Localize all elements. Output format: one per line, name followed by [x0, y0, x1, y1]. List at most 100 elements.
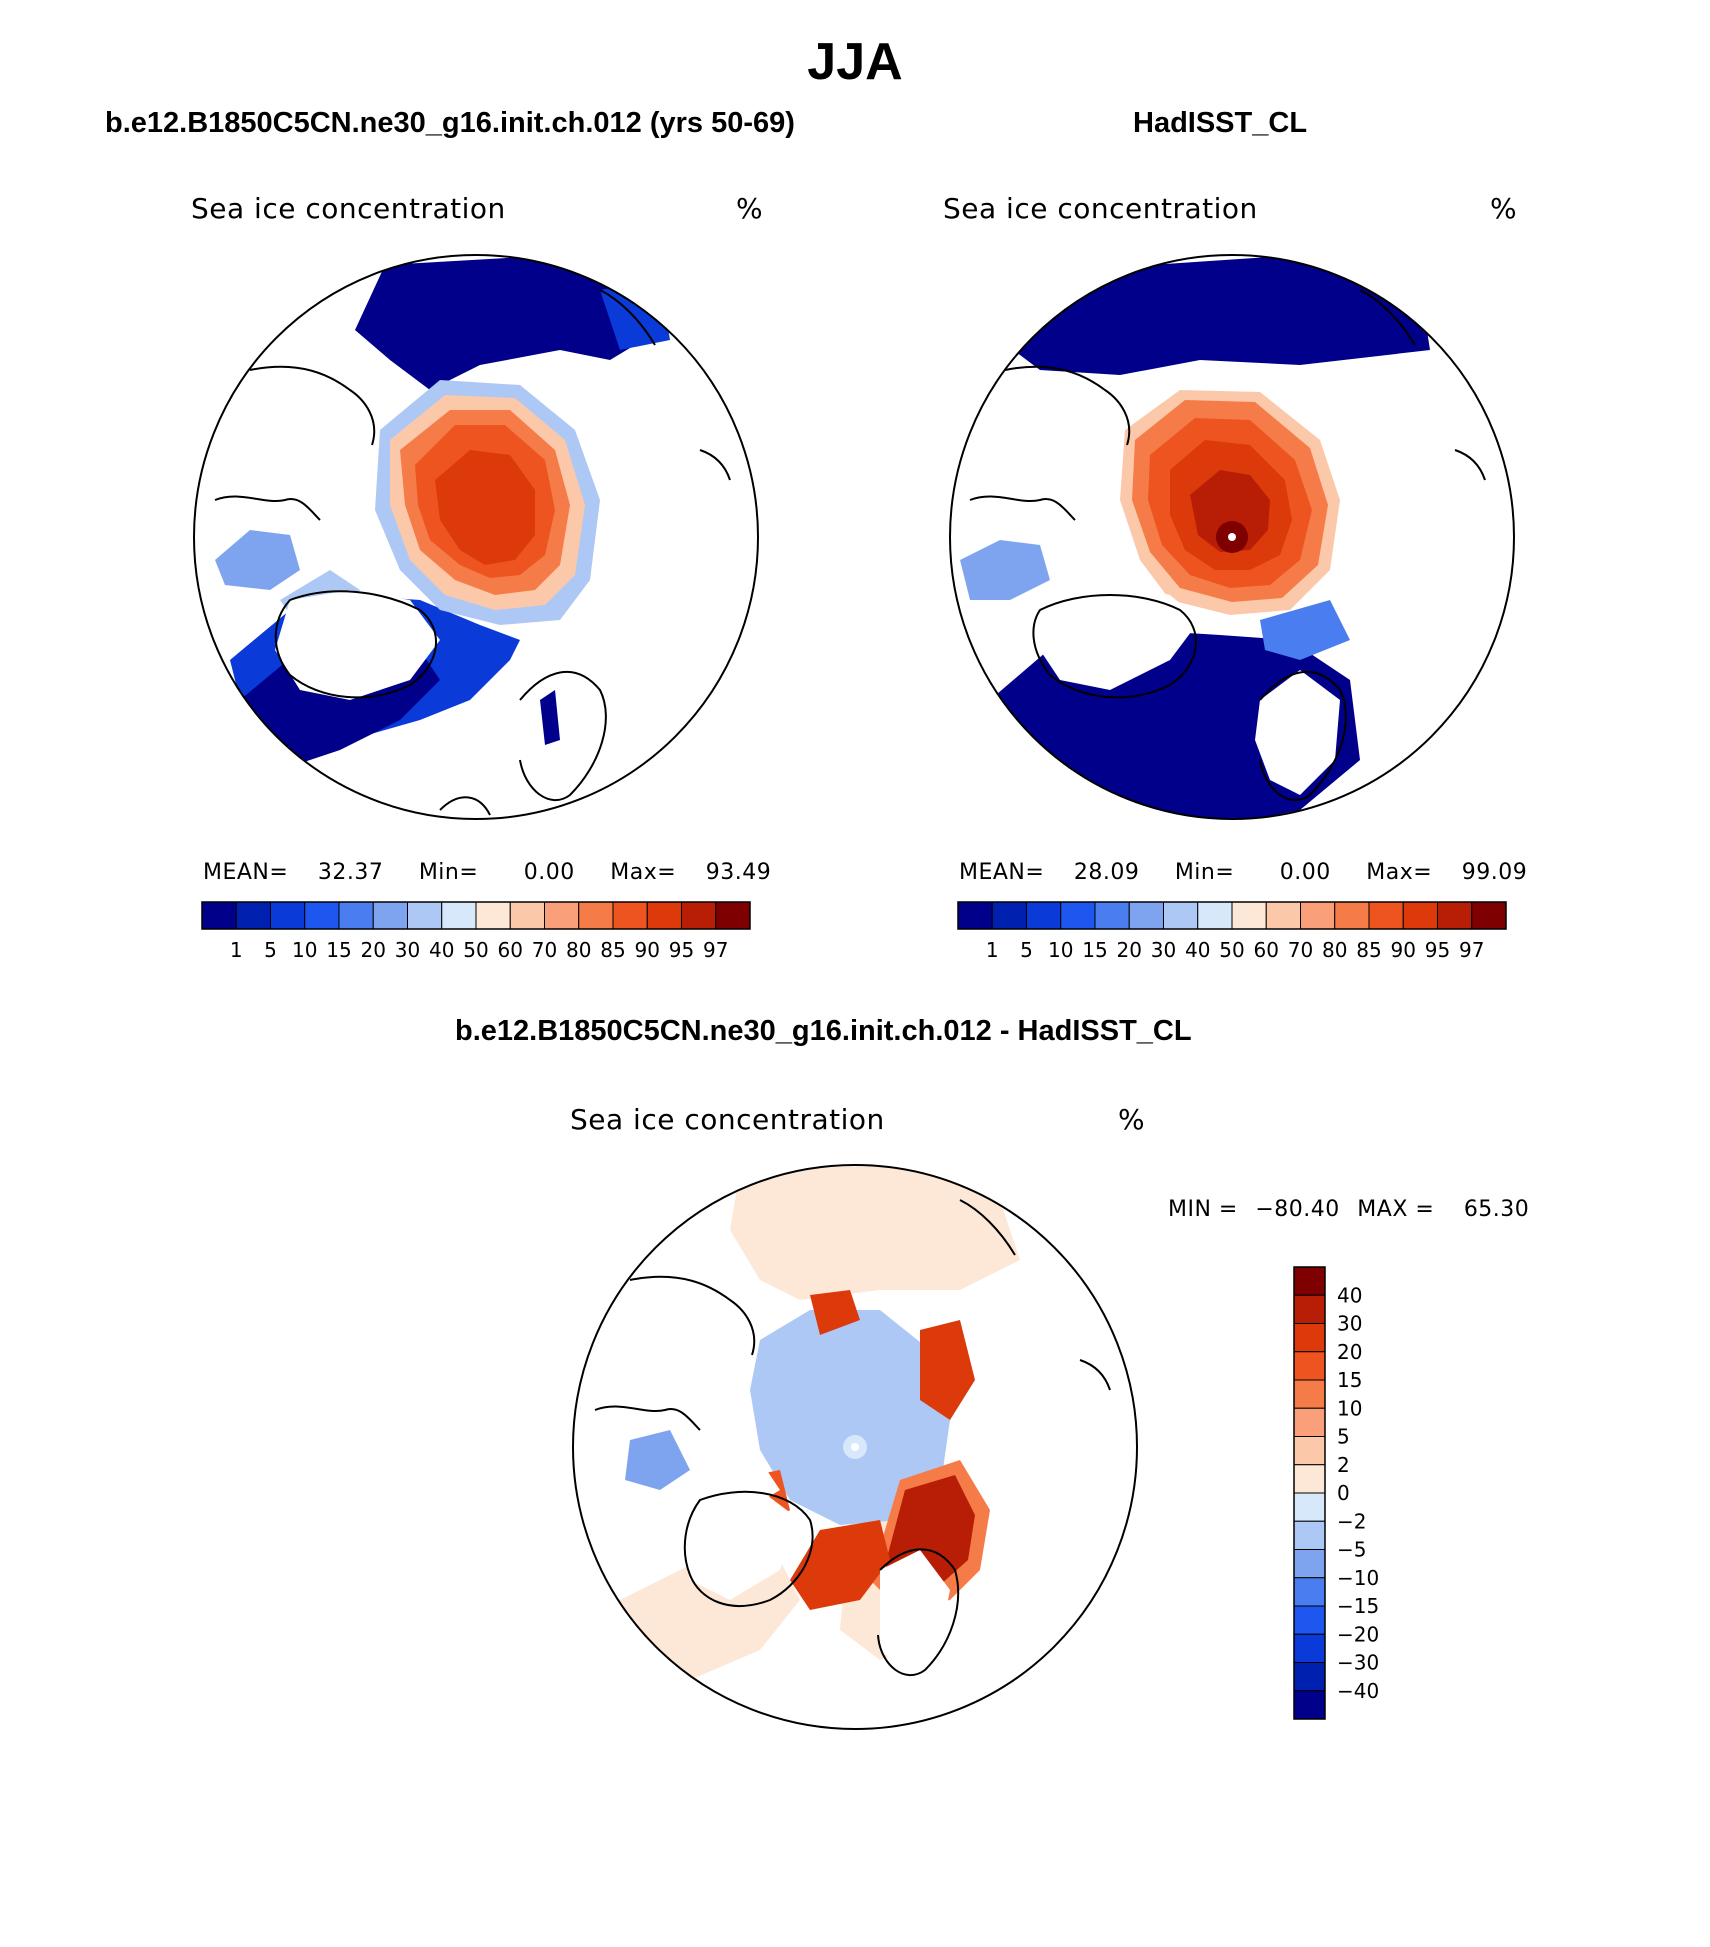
- model-colorbar-swatch: [715, 901, 751, 930]
- obs-colorbar-swatch: [1368, 901, 1404, 930]
- obs-min-value: 0.00: [1279, 860, 1331, 885]
- obs-colorbar-tick-label: 1: [986, 938, 999, 962]
- model-colorbar-tick-label: 80: [566, 938, 591, 962]
- obs-colorbar-swatch: [1402, 901, 1438, 930]
- diff-polar-map: [573, 1165, 1137, 1729]
- diff-colorbar-tick-label: 15: [1337, 1368, 1362, 1392]
- model-colorbar-swatch: [235, 901, 271, 930]
- obs-colorbar-swatch: [1060, 901, 1096, 930]
- obs-colorbar-frame: [957, 901, 1507, 930]
- obs-colorbar-tick-label: 90: [1391, 938, 1416, 962]
- diff-colorbar-tick-label: 40: [1337, 1283, 1362, 1307]
- obs-max-value: 99.09: [1461, 860, 1528, 885]
- model-colorbar-frame: [201, 901, 751, 930]
- diff-colorbar-tick-label: 30: [1337, 1312, 1362, 1336]
- model-colorbar-swatch: [441, 901, 477, 930]
- obs-colorbar-tick-label: 15: [1082, 938, 1107, 962]
- diff-units-label: %: [1118, 1103, 1146, 1136]
- model-colorbar-tick-label: 97: [703, 938, 728, 962]
- diff-colorbar-swatch: [1293, 1407, 1326, 1437]
- model-max-label: Max=: [610, 860, 677, 885]
- obs-colorbar: 1 5 10 15 20 30 40 50 60 70 80 85 90 95 97: [957, 901, 1507, 962]
- diff-colorbar-tick-label: 0: [1337, 1481, 1350, 1505]
- diff-colorbar-tick-label: −10: [1337, 1566, 1379, 1590]
- model-colorbar-tick-label: 15: [326, 938, 351, 962]
- diff-colorbar-tick-label: −2: [1337, 1509, 1366, 1533]
- diff-panel-title: b.e12.B1850C5CN.ne30_g16.init.ch.012 - H…: [455, 1015, 1192, 1047]
- diff-colorbar-swatch: [1293, 1577, 1326, 1607]
- obs-colorbar-swatch: [1265, 901, 1301, 930]
- diff-colorbar-swatch: [1293, 1323, 1326, 1353]
- model-colorbar-swatch: [475, 901, 511, 930]
- diff-colorbar-tick-label: 20: [1337, 1340, 1362, 1364]
- obs-colorbar-tick-label: 85: [1356, 938, 1381, 962]
- model-mean-value: 32.37: [317, 860, 384, 885]
- obs-colorbar-swatch: [1026, 901, 1062, 930]
- obs-colorbar-tick-label: 5: [1020, 938, 1033, 962]
- model-colorbar-swatch: [407, 901, 443, 930]
- diff-colorbar-swatch: [1293, 1605, 1326, 1635]
- diff-colorbar-tick-label: 10: [1337, 1396, 1362, 1420]
- model-colorbar: 1 5 10 15 20 30 40 50 60 70 80 85 90 95 97: [201, 901, 751, 962]
- model-mean-label: MEAN=: [203, 860, 289, 885]
- diff-colorbar-swatch: [1293, 1266, 1326, 1296]
- obs-stats: MEAN= 28.09 Min= 0.00 Max= 99.09: [959, 860, 1527, 885]
- model-colorbar-swatch: [578, 901, 614, 930]
- model-colorbar-tick-label: 70: [532, 938, 557, 962]
- diff-colorbar-tick-label: −15: [1337, 1594, 1379, 1618]
- obs-map-boundary: [949, 254, 1515, 820]
- obs-colorbar-tick-label: 50: [1219, 938, 1244, 962]
- obs-mean-label: MEAN=: [959, 860, 1045, 885]
- model-colorbar-tick-label: 50: [463, 938, 488, 962]
- model-colorbar-swatch: [201, 901, 237, 930]
- diff-colorbar-swatch: [1293, 1351, 1326, 1381]
- obs-colorbar-swatch: [1471, 901, 1507, 930]
- obs-colorbar-swatch: [957, 901, 993, 930]
- model-colorbar-tick-label: 30: [395, 938, 420, 962]
- model-colorbar-tick-label: 85: [600, 938, 625, 962]
- model-panel-title: b.e12.B1850C5CN.ne30_g16.init.ch.012 (yr…: [105, 107, 795, 139]
- diff-colorbar-swatch: [1293, 1520, 1326, 1550]
- diff-colorbar-swatch: [1293, 1633, 1326, 1663]
- obs-units-label: %: [1490, 192, 1518, 225]
- obs-colorbar-tick-label: 95: [1425, 938, 1450, 962]
- diff-colorbar-tick-label: 5: [1337, 1425, 1350, 1449]
- model-colorbar-swatch: [372, 901, 408, 930]
- obs-colorbar-tick-label: 10: [1048, 938, 1073, 962]
- model-colorbar-swatch: [270, 901, 306, 930]
- model-variable-label: Sea ice concentration: [191, 192, 506, 225]
- model-colorbar-swatch: [544, 901, 580, 930]
- obs-colorbar-tick-label: 30: [1151, 938, 1176, 962]
- diff-min-label: MIN =: [1168, 1197, 1238, 1222]
- model-colorbar-swatch: [612, 901, 648, 930]
- diff-colorbar-swatch: [1293, 1464, 1326, 1494]
- obs-colorbar-swatch: [1334, 901, 1370, 930]
- diff-coastlines: [594, 1199, 1111, 1676]
- model-colorbar-swatch: [509, 901, 545, 930]
- obs-variable-label: Sea ice concentration: [943, 192, 1258, 225]
- diff-colorbar-swatch: [1293, 1436, 1326, 1466]
- model-map-boundary: [193, 254, 759, 820]
- diff-colorbar-tick-label: −40: [1337, 1679, 1379, 1703]
- diff-max-label: MAX =: [1357, 1197, 1435, 1222]
- obs-colorbar-swatch: [1300, 901, 1336, 930]
- obs-polar-map: [950, 255, 1514, 819]
- model-units-label: %: [736, 192, 764, 225]
- model-colorbar-swatch: [304, 901, 340, 930]
- obs-colorbar-tick-label: 97: [1459, 938, 1484, 962]
- diff-colorbar-swatch: [1293, 1549, 1326, 1579]
- diff-colorbar-tick-label: −5: [1337, 1538, 1366, 1562]
- obs-colorbar-swatch: [1128, 901, 1164, 930]
- obs-colorbar-tick-label: 20: [1117, 938, 1142, 962]
- obs-colorbar-tick-label: 80: [1322, 938, 1347, 962]
- obs-colorbar-swatch: [991, 901, 1027, 930]
- model-colorbar-tick-label: 90: [635, 938, 660, 962]
- obs-coastlines: [969, 289, 1486, 801]
- obs-colorbar-swatch: [1197, 901, 1233, 930]
- obs-panel-title: HadISST_CL: [1133, 107, 1308, 139]
- model-colorbar-swatch: [338, 901, 374, 930]
- model-coastlines: [214, 289, 731, 816]
- model-max-value: 93.49: [705, 860, 772, 885]
- model-stats: MEAN= 32.37 Min= 0.00 Max= 93.49: [203, 860, 771, 885]
